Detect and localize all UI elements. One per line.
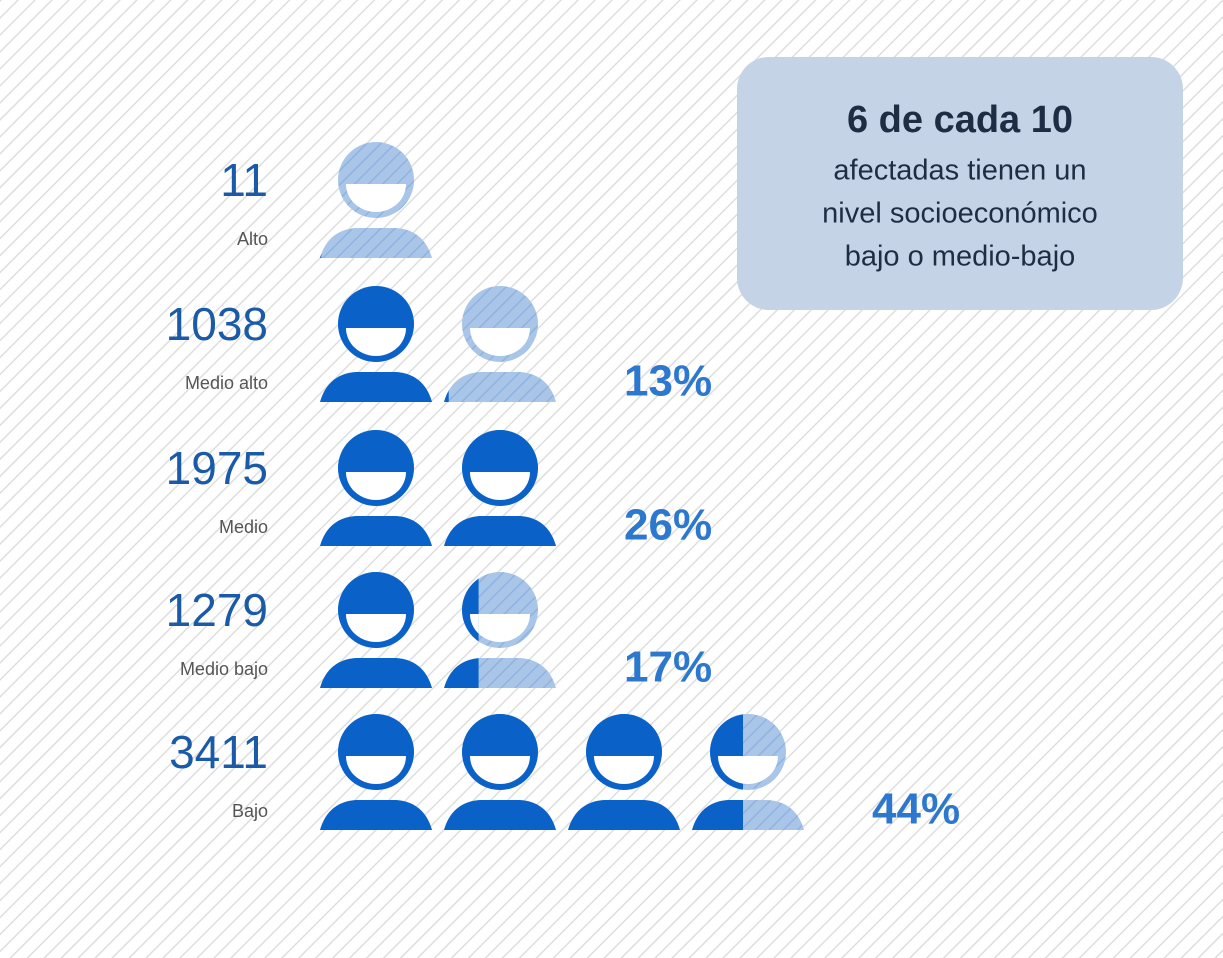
category-label: Medio alto [185, 373, 268, 393]
share-label: 13% [624, 357, 712, 406]
value-label: 3411 [169, 726, 268, 778]
share-label: 17% [624, 643, 712, 692]
icon-fill [320, 286, 449, 402]
share-label: 44% [872, 785, 960, 834]
icon-fill [320, 254, 322, 258]
category-label: Medio [219, 517, 268, 537]
category-label: Bajo [232, 801, 268, 821]
annotation-line: nivel socioeconómico [822, 198, 1098, 230]
share-label: 26% [624, 501, 712, 550]
annotation-line: bajo o medio-bajo [845, 241, 1076, 273]
value-label: 11 [220, 154, 268, 206]
annotation-box [737, 57, 1183, 310]
icon-fill [320, 714, 743, 830]
icon-background [320, 142, 432, 258]
annotation-title: 6 de cada 10 [847, 99, 1073, 141]
annotation-line: afectadas tienen un [833, 155, 1086, 187]
category-label: Medio bajo [180, 659, 268, 679]
value-label: 1279 [166, 584, 268, 636]
category-label: Alto [237, 229, 268, 249]
icon-fill [320, 430, 556, 546]
value-label: 1038 [166, 298, 268, 350]
icon-fill [320, 572, 479, 688]
value-label: 1975 [166, 442, 268, 494]
